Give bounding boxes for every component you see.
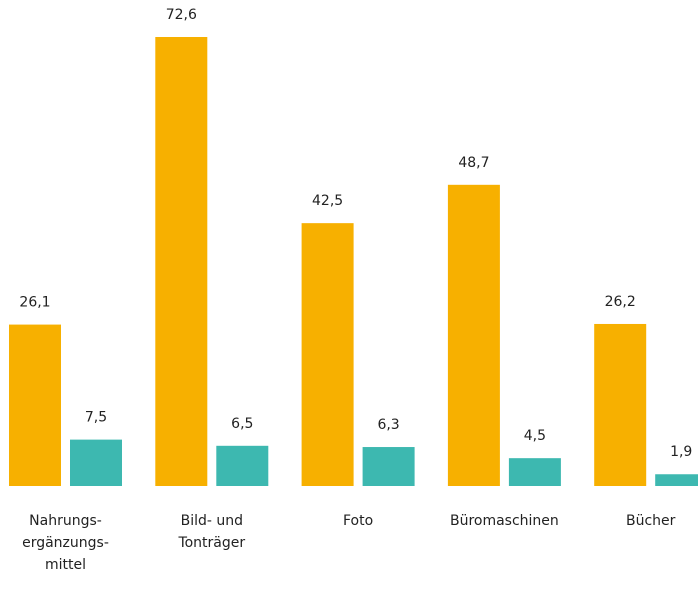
value-label: 48,7 [458,155,489,171]
bar [508,458,561,486]
bar [155,37,208,486]
value-label: 6,3 [377,417,399,433]
bar [301,223,354,487]
bar [70,439,122,486]
category-label: Nahrungs- ergänzungs- mittel [22,513,109,573]
bar [362,447,415,486]
value-label: 1,9 [670,444,692,460]
bar [655,474,698,486]
bar [594,323,647,486]
value-label: 7,5 [85,410,107,426]
bar [216,445,269,486]
value-label: 26,1 [19,295,50,311]
category-label: Bild- und Tonträger [178,513,246,551]
category-label: Büromaschinen [449,513,559,529]
category-label: Foto [343,513,374,529]
value-label: 72,6 [166,7,197,23]
bar [9,324,61,486]
value-label: 26,2 [605,294,636,310]
value-label: 6,5 [231,416,253,432]
value-label: 42,5 [312,193,343,209]
bar [447,184,500,487]
category-label: Bücher [625,513,676,529]
value-label: 4,5 [524,428,546,444]
